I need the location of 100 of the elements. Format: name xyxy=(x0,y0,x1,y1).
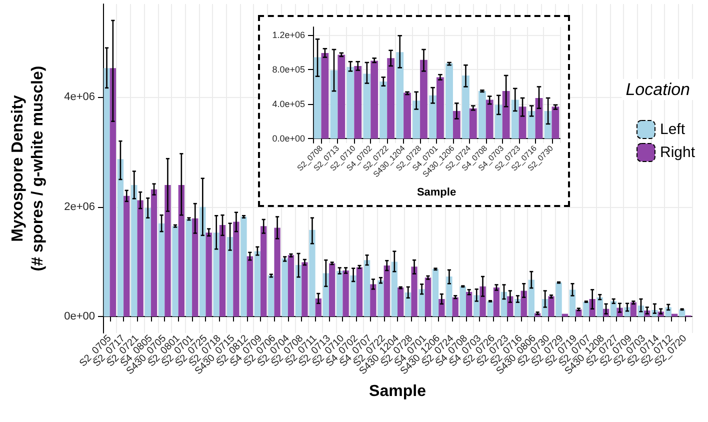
bar xyxy=(200,206,206,317)
bar xyxy=(494,104,502,139)
bar xyxy=(254,251,261,317)
bar xyxy=(295,265,302,317)
bar xyxy=(192,218,198,317)
bar xyxy=(556,282,562,317)
y-axis-title: Myxospore Density (# spores / g-white muscle) xyxy=(10,66,46,272)
bar xyxy=(302,262,308,317)
bar xyxy=(420,60,428,139)
bar xyxy=(418,289,425,317)
bar xyxy=(315,298,322,317)
legend-title: Location xyxy=(626,80,690,99)
bar xyxy=(576,309,582,317)
bar xyxy=(364,260,370,317)
bar xyxy=(678,309,686,317)
bar xyxy=(480,286,486,317)
bar xyxy=(309,230,316,317)
bar xyxy=(356,267,363,317)
bar xyxy=(429,95,436,139)
bar xyxy=(528,110,536,139)
bar xyxy=(569,290,576,317)
bar xyxy=(354,66,362,139)
bar xyxy=(436,77,444,139)
bar xyxy=(370,60,378,139)
bar xyxy=(314,57,322,139)
bar xyxy=(405,292,412,317)
bar xyxy=(487,301,494,317)
bar xyxy=(150,189,158,317)
bar xyxy=(363,74,371,139)
bar xyxy=(329,263,336,317)
bar xyxy=(378,280,384,317)
bar xyxy=(240,216,247,317)
bar xyxy=(336,271,343,317)
bar xyxy=(384,266,390,317)
y-tick-label: 0.0e+00 xyxy=(272,134,305,144)
bar xyxy=(398,287,404,317)
legend-label: Left xyxy=(660,121,686,138)
bar xyxy=(511,100,519,139)
x-axis-title: Sample xyxy=(416,186,456,198)
bar xyxy=(466,292,472,317)
bar xyxy=(396,52,404,139)
bar xyxy=(282,258,288,317)
bar xyxy=(404,92,411,139)
bar xyxy=(507,296,514,317)
y-tick-label: 8.0e+05 xyxy=(272,64,305,74)
bar xyxy=(432,268,439,317)
bar xyxy=(493,287,500,317)
bar xyxy=(412,100,420,139)
bar xyxy=(520,290,527,317)
bar xyxy=(486,100,494,139)
bar xyxy=(446,276,452,317)
bar xyxy=(137,200,144,317)
bar xyxy=(158,223,165,317)
bar xyxy=(583,302,590,317)
bar xyxy=(110,68,116,317)
y-tick-label: 0e+00 xyxy=(64,310,95,323)
bar xyxy=(535,98,543,139)
bar xyxy=(500,292,508,317)
bar xyxy=(411,266,418,317)
bar xyxy=(219,224,226,317)
bar xyxy=(424,278,432,317)
bar xyxy=(552,106,560,139)
x-axis-title: Sample xyxy=(369,383,426,400)
y-tick-label: 4e+06 xyxy=(64,91,95,104)
bar xyxy=(144,208,151,317)
bar xyxy=(104,68,110,317)
bar xyxy=(117,159,124,317)
bar xyxy=(438,299,445,317)
y-tick-label: 4.0e+05 xyxy=(272,99,305,110)
bar xyxy=(469,108,477,139)
bar xyxy=(596,297,603,317)
bar xyxy=(544,110,552,139)
bar xyxy=(514,299,521,317)
bar xyxy=(548,296,554,317)
bar xyxy=(350,275,356,317)
bar xyxy=(446,63,453,139)
bar xyxy=(462,75,470,139)
bar xyxy=(346,66,354,139)
bar xyxy=(452,110,460,139)
bar xyxy=(288,255,294,317)
bar xyxy=(233,222,240,317)
bar xyxy=(630,302,637,317)
bar xyxy=(268,275,274,317)
bar xyxy=(478,91,486,139)
bar xyxy=(330,70,338,139)
bar xyxy=(206,232,212,317)
bar xyxy=(213,232,220,317)
bar xyxy=(124,196,130,317)
bar xyxy=(391,262,398,317)
bar xyxy=(370,284,376,317)
bar xyxy=(452,297,458,317)
bar xyxy=(387,58,395,139)
bar xyxy=(528,280,534,317)
y-tick-label: 2e+06 xyxy=(64,200,95,213)
bar xyxy=(322,273,330,317)
bar xyxy=(246,256,253,317)
legend-label: Right xyxy=(660,144,696,161)
bar xyxy=(131,184,138,317)
bar xyxy=(502,91,510,139)
bar xyxy=(172,226,178,317)
